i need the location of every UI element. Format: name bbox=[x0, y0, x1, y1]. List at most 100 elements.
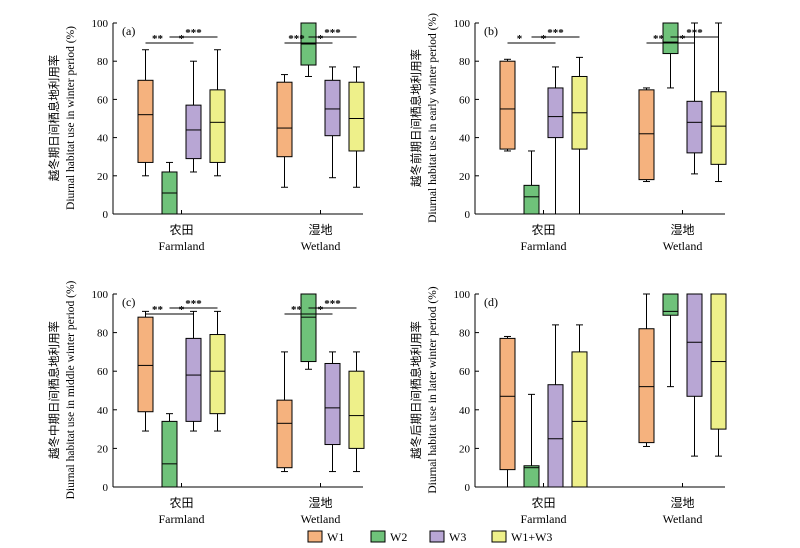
box-group-wetland: 湿地 Wetland bbox=[638, 293, 727, 526]
box-body bbox=[547, 87, 564, 139]
significance-label: *** bbox=[686, 27, 703, 39]
box-w1 bbox=[276, 351, 293, 473]
box-body bbox=[161, 420, 178, 488]
y-tick-label: 100 bbox=[92, 289, 109, 301]
box-body bbox=[348, 81, 365, 152]
box-body bbox=[662, 293, 679, 316]
legend-swatch bbox=[429, 530, 445, 543]
significance-label: * bbox=[179, 304, 185, 316]
y-axis-title: 越冬前期日间栖息地利用率 Diurnal habitat use in early… bbox=[409, 13, 439, 223]
box-body bbox=[547, 384, 564, 488]
box-w1 bbox=[137, 49, 154, 177]
box-w3 bbox=[185, 310, 202, 432]
box-body bbox=[209, 334, 226, 415]
y-axis-title-cn: 越冬期日间栖息地利用率 bbox=[47, 55, 61, 182]
y-tick-label: 0 bbox=[103, 482, 109, 494]
y-tick-label: 60 bbox=[459, 94, 471, 106]
panel-label: (b) bbox=[484, 24, 498, 38]
legend-swatch bbox=[370, 530, 386, 543]
y-tick-label: 100 bbox=[454, 289, 471, 301]
y-tick-label: 0 bbox=[465, 209, 471, 221]
y-axis-title-en: Diurnal habitat use in later winter peri… bbox=[427, 286, 439, 493]
significance-label: ** bbox=[152, 33, 164, 45]
legend-label: W1 bbox=[327, 530, 344, 544]
y-tick-label: 40 bbox=[97, 133, 109, 145]
chart-panel-4: 0 20 40 60 80 100 (d) 越冬后期日间栖息地利用率 Diurnal habit… bbox=[409, 286, 727, 526]
significance-label: * bbox=[541, 33, 547, 45]
significance-label: *** bbox=[288, 33, 305, 45]
significance-label: ** bbox=[152, 304, 164, 316]
significance-label: * bbox=[517, 33, 523, 45]
significance-label: ** bbox=[291, 304, 303, 316]
legend-item-w1-plus-w3: W1+W3 bbox=[491, 530, 552, 544]
y-tick-label: 0 bbox=[465, 482, 471, 494]
box-w1-plus-w3 bbox=[571, 324, 588, 488]
y-axis-title: 越冬中期日间栖息地利用率 Diurnal habitat use in middl… bbox=[47, 280, 77, 499]
x-category-label-en: Farmland bbox=[521, 239, 567, 253]
box-w3 bbox=[324, 351, 341, 473]
significance-label: * bbox=[318, 33, 324, 45]
box-body bbox=[209, 89, 226, 163]
box-body bbox=[662, 22, 679, 55]
y-tick-label: 80 bbox=[97, 56, 109, 68]
box-w1-plus-w3 bbox=[209, 49, 226, 177]
y-tick-label: 20 bbox=[459, 443, 471, 455]
box-body bbox=[523, 465, 540, 488]
significance-label: * bbox=[680, 33, 686, 45]
x-category-label-cn: 农田 bbox=[531, 496, 555, 510]
y-axis-title: 越冬期日间栖息地利用率 Diurnal habitat use in winter… bbox=[47, 26, 77, 210]
legend-item-w2: W2 bbox=[370, 530, 407, 544]
x-category-label-en: Wetland bbox=[663, 512, 703, 526]
x-category-label-cn: 农田 bbox=[169, 223, 193, 237]
box-body bbox=[638, 89, 655, 181]
box-w2 bbox=[662, 22, 679, 89]
box-w3 bbox=[185, 60, 202, 173]
legend: W1 W2 W3 W1+W3 bbox=[307, 530, 552, 544]
box-body bbox=[499, 337, 516, 471]
y-axis-title-cn: 越冬中期日间栖息地利用率 bbox=[47, 321, 61, 459]
box-w1 bbox=[137, 310, 154, 432]
box-w1 bbox=[276, 74, 293, 188]
legend-swatch bbox=[491, 530, 507, 543]
x-category-label-cn: 湿地 bbox=[308, 222, 332, 237]
box-w2 bbox=[523, 150, 540, 215]
x-category-label-en: Farmland bbox=[159, 239, 205, 253]
x-category-label-en: Farmland bbox=[521, 512, 567, 526]
box-body bbox=[638, 328, 655, 444]
box-w1-plus-w3 bbox=[710, 22, 727, 183]
box-body bbox=[185, 104, 202, 160]
x-category-label-en: Wetland bbox=[301, 239, 341, 253]
y-tick-label: 80 bbox=[459, 56, 471, 68]
x-category-label-cn: 湿地 bbox=[670, 495, 694, 510]
legend-swatch bbox=[307, 530, 323, 543]
y-axis-title-cn: 越冬后期日间栖息地利用率 bbox=[409, 321, 423, 459]
box-body bbox=[523, 184, 540, 215]
y-tick-label: 40 bbox=[97, 405, 109, 417]
y-tick-label: 40 bbox=[459, 133, 471, 145]
panel-label: (d) bbox=[484, 295, 498, 309]
y-axis-title-en: Diurnal habitat use in early winter peri… bbox=[427, 13, 439, 223]
box-w2 bbox=[300, 293, 317, 370]
box-w2 bbox=[523, 393, 540, 488]
box-w1 bbox=[638, 87, 655, 183]
significance-label: *** bbox=[547, 27, 564, 39]
y-tick-label: 20 bbox=[97, 171, 109, 183]
x-category-label-en: Wetland bbox=[663, 239, 703, 253]
x-category-label-en: Wetland bbox=[301, 512, 341, 526]
y-axis-title: 越冬后期日间栖息地利用率 Diurnal habitat use in later… bbox=[409, 286, 439, 493]
box-w2 bbox=[161, 413, 178, 488]
box-w3 bbox=[686, 22, 703, 175]
x-category-label-cn: 湿地 bbox=[670, 222, 694, 237]
legend-item-w3: W3 bbox=[429, 530, 466, 544]
box-body bbox=[686, 293, 703, 397]
y-tick-label: 0 bbox=[103, 209, 109, 221]
legend-label: W2 bbox=[390, 530, 407, 544]
legend-item-w1: W1 bbox=[307, 530, 344, 544]
box-w1-plus-w3 bbox=[209, 310, 226, 432]
y-tick-label: 60 bbox=[97, 94, 109, 106]
box-body bbox=[710, 91, 727, 165]
x-category-label-cn: 湿地 bbox=[308, 495, 332, 510]
